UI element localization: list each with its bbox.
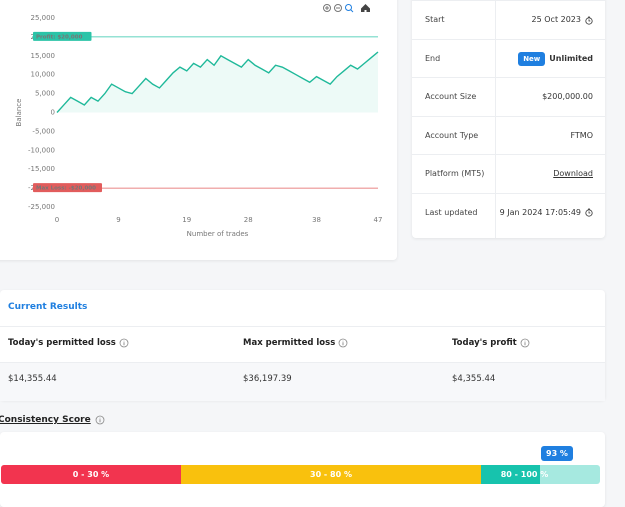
- results-title: Current Results: [8, 302, 88, 312]
- zoom-in-icon[interactable]: [323, 4, 331, 12]
- x-tick-label: 28: [244, 216, 253, 224]
- info-row: Account Type FTMO: [412, 115, 605, 155]
- zoom-out-icon[interactable]: [334, 4, 342, 12]
- download-link[interactable]: Download: [553, 169, 593, 178]
- row-value: Download: [553, 155, 593, 193]
- y-tick-label: -5,000: [32, 127, 55, 135]
- row-value: 25 Oct 2023: [532, 1, 593, 39]
- loss-line-label: Max Loss: -$20,000: [36, 186, 96, 192]
- x-tick-label: 0: [55, 216, 59, 224]
- account-card: Start 25 Oct 2023 End New Unlimited Account S…: [412, 0, 605, 238]
- value-text: 25 Oct 2023: [531, 15, 581, 24]
- header-text: Max permitted loss: [243, 338, 336, 348]
- results-header: Max permitted loss: [243, 338, 348, 348]
- segment-label: 30 - 80 %: [310, 470, 352, 479]
- row-label: End: [425, 53, 441, 63]
- info-row: End New Unlimited: [412, 38, 605, 78]
- score-segment: 80 - 100 %: [481, 465, 548, 484]
- x-tick-label: 47: [374, 216, 383, 224]
- value-text: Unlimited: [549, 53, 593, 63]
- segment-label: 0 - 30 %: [72, 470, 110, 479]
- results-value: $4,355.44: [452, 374, 496, 384]
- balance-area: [57, 52, 378, 113]
- row-value: New Unlimited: [518, 40, 593, 78]
- x-tick-label: 19: [182, 216, 191, 224]
- chart-card: 25,00020,00015,00010,0005,0000-5,000-10,…: [0, 0, 397, 260]
- info-row: Platform (MT5) Download: [412, 154, 605, 193]
- value-text: $200,000.00: [542, 92, 593, 101]
- balance-line: [56, 51, 379, 113]
- x-axis-label: Number of trades: [187, 230, 249, 238]
- clock-icon: [585, 208, 593, 217]
- value-text: 9 Jan 2024 17:05:49: [499, 207, 581, 217]
- x-tick-label: 9: [116, 216, 120, 224]
- info-icon[interactable]: [520, 338, 530, 348]
- divider: [0, 326, 605, 327]
- y-tick-label: 0: [51, 109, 55, 117]
- new-badge: New: [518, 51, 546, 66]
- score-segment: 30 - 80 %: [181, 465, 481, 484]
- y-tick-label: -25,000: [28, 203, 55, 211]
- row-label: Account Size: [425, 92, 477, 101]
- info-row: Start 25 Oct 2023: [412, 0, 605, 39]
- row-value: FTMO: [570, 117, 593, 155]
- y-tick-label: 10,000: [31, 71, 56, 79]
- row-label: Start: [425, 15, 445, 24]
- x-tick-label: 38: [312, 216, 321, 224]
- row-label: Account Type: [425, 130, 479, 140]
- header-text: Today's profit: [452, 338, 517, 348]
- info-icon[interactable]: [338, 338, 348, 348]
- y-axis-label: Balance: [15, 99, 23, 127]
- row-label: Last updated: [425, 207, 478, 217]
- row-label: Platform (MT5): [425, 169, 485, 178]
- info-row: Last updated 9 Jan 2024 17:05:49: [412, 192, 605, 232]
- divider: [495, 0, 496, 238]
- loss-line-label-bg: [33, 183, 102, 193]
- y-tick-label: 5,000: [35, 90, 55, 98]
- value-text: FTMO: [570, 130, 593, 140]
- row-value: $200,000.00: [542, 78, 593, 116]
- results-header: Today's profit: [452, 338, 530, 348]
- consistency-heading: Consistency Score: [0, 415, 105, 425]
- clock-icon: [585, 16, 593, 25]
- row-value: 9 Jan 2024 17:05:49: [500, 194, 593, 232]
- header-text: Today's permitted loss: [8, 338, 116, 348]
- results-value: $14,355.44: [8, 374, 57, 384]
- y-tick-label: 15,000: [31, 52, 56, 60]
- info-icon[interactable]: [119, 338, 129, 348]
- info-row: Account Size $200,000.00: [412, 77, 605, 116]
- consistency-title: Consistency Score: [0, 415, 91, 425]
- home-icon[interactable]: [361, 4, 370, 12]
- zoom-icon[interactable]: [345, 4, 354, 13]
- profit-line-label: Profit: $20,000: [36, 34, 83, 40]
- results-value: $36,197.39: [243, 374, 292, 384]
- info-icon[interactable]: [95, 415, 105, 425]
- chart: 25,00020,00015,00010,0005,0000-5,000-10,…: [15, 4, 383, 238]
- results-header: Today's permitted loss: [8, 338, 129, 348]
- profit-line-label-bg: [33, 31, 92, 41]
- y-tick-label: 25,000: [31, 14, 56, 22]
- score-range: [540, 465, 600, 484]
- segment-label: 80 - 100 %: [500, 470, 549, 479]
- y-tick-label: -15,000: [28, 165, 55, 173]
- score-segment: 0 - 30 %: [1, 465, 181, 484]
- y-tick-label: -10,000: [28, 146, 55, 154]
- values-row: [0, 362, 605, 401]
- score-badge: 93 %: [541, 446, 573, 461]
